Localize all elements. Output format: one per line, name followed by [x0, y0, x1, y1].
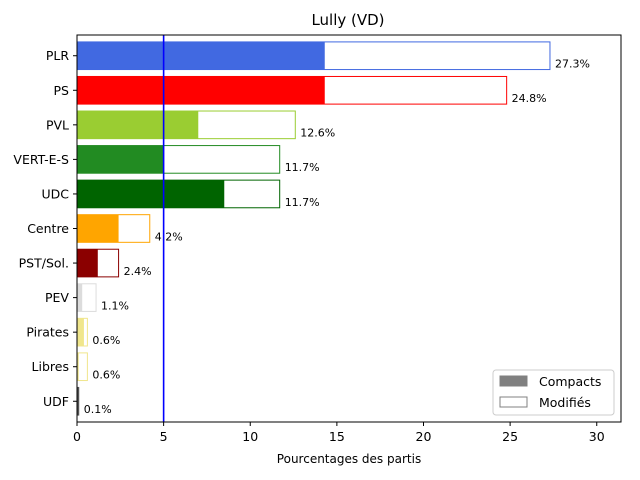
y-tick-label: UDC — [41, 186, 69, 201]
bar-compact — [77, 387, 79, 416]
y-tick-label: Pirates — [26, 325, 69, 340]
value-label: 4.2% — [155, 230, 183, 243]
y-tick-label: PLR — [46, 48, 70, 63]
y-axis: PLR PS PVL VERT-E-S UDC Centre PST/Sol. PEV Pira… — [13, 48, 77, 409]
legend: Compacts Modifiés — [492, 369, 615, 416]
value-label: 1.1% — [101, 299, 129, 312]
value-label: 0.6% — [92, 334, 120, 347]
bar-compact — [77, 76, 325, 105]
bar-compact — [77, 318, 84, 346]
legend-label-modifies: Modifiés — [539, 395, 591, 410]
value-label: 11.7% — [285, 196, 320, 209]
y-tick-label: PEV — [45, 290, 69, 305]
legend-swatch-compacts — [499, 375, 528, 387]
value-label: 2.4% — [124, 265, 152, 278]
y-tick-label: Libres — [32, 359, 69, 374]
x-tick-label: 0 — [73, 429, 81, 444]
x-axis-label: Pourcentages des partis — [277, 452, 421, 466]
value-label: 24.8% — [512, 92, 547, 105]
plot-area: 27.3% 24.8% 12.6% 11.7% 11.7% 4.2% 2.4% 1.1% 0.6… — [76, 35, 590, 422]
y-tick-label: UDF — [43, 394, 69, 409]
value-label: 0.6% — [92, 369, 120, 382]
x-tick-label: 10 — [242, 429, 258, 444]
value-label: 27.3% — [555, 58, 590, 71]
x-tick-label: 5 — [160, 429, 168, 444]
value-label: 12.6% — [300, 127, 335, 140]
x-tick-label: 30 — [589, 429, 605, 444]
bar-compact — [77, 180, 225, 208]
legend-swatch-modifies — [499, 396, 528, 408]
x-axis: 0 5 10 15 20 25 30 — [73, 422, 605, 444]
value-label: 11.7% — [285, 161, 320, 174]
value-label: 0.1% — [84, 403, 112, 416]
y-tick-label: Centre — [27, 221, 69, 236]
bar-compact — [77, 283, 83, 312]
chart-title: Lully (VD) — [311, 11, 384, 29]
bar-compact — [77, 249, 98, 277]
y-tick-label: VERT-E-S — [13, 152, 69, 167]
x-tick-label: 25 — [502, 429, 518, 444]
legend-label-compacts: Compacts — [539, 374, 601, 389]
bar-compact — [77, 111, 199, 139]
bar-compact — [77, 214, 119, 243]
y-tick-label: PST/Sol. — [19, 256, 69, 271]
bar-compact — [77, 145, 164, 174]
x-tick-label: 15 — [329, 429, 345, 444]
x-tick-label: 20 — [416, 429, 432, 444]
bar-compact — [77, 352, 79, 381]
y-tick-label: PS — [54, 83, 70, 98]
bar-compact — [77, 41, 325, 70]
y-tick-label: PVL — [46, 117, 69, 132]
